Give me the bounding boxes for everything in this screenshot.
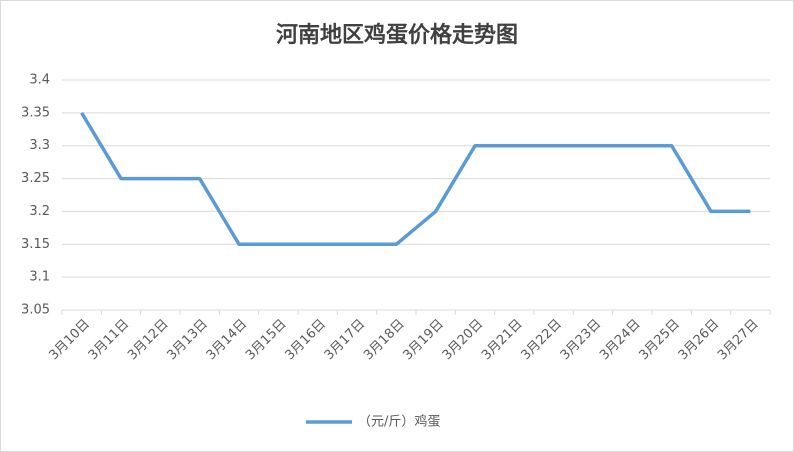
y-tick-label: 3.3 — [29, 138, 50, 153]
data-line — [80, 111, 751, 247]
y-tick-label: 3.2 — [29, 204, 50, 219]
y-tick-label: 3.05 — [21, 303, 50, 318]
y-tick-label: 3.35 — [21, 105, 50, 120]
chart-title: 河南地区鸡蛋价格走势图 — [276, 22, 518, 48]
y-tick-label: 3.4 — [29, 73, 50, 88]
y-tick-label: 3.1 — [29, 270, 50, 285]
y-tick-label: 3.25 — [21, 171, 50, 186]
y-tick-label: 3.15 — [21, 237, 50, 252]
legend-label: （元/斤）鸡蛋 — [358, 414, 440, 430]
